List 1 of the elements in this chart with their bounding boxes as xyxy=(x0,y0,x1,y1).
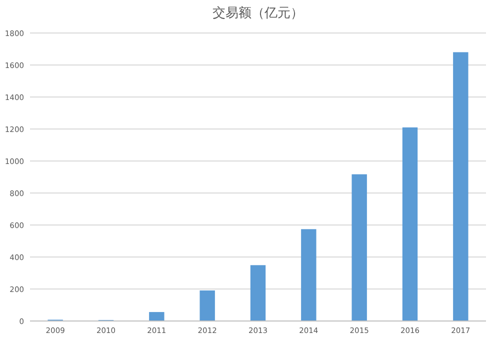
title: 交易额（亿元） xyxy=(212,6,304,21)
